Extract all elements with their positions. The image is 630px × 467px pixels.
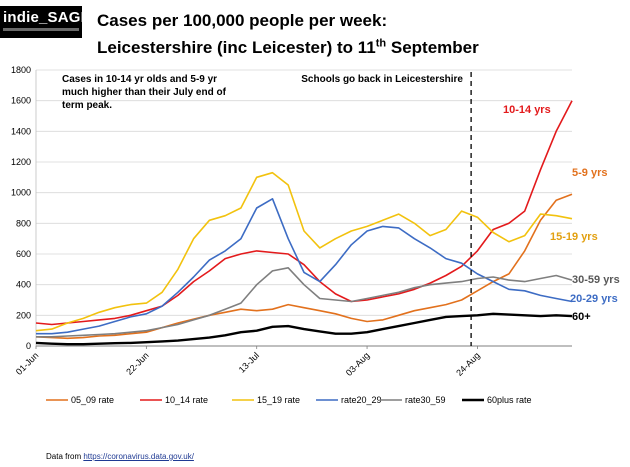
y-tick-label: 0 <box>26 341 31 351</box>
x-tick-label: 03-Aug <box>344 350 372 378</box>
left-annotation-line: Cases in 10-14 yr olds and 5-9 yr <box>62 74 217 85</box>
x-tick-label: 24-Aug <box>454 350 482 378</box>
legend-label: 05_09 rate <box>71 395 114 405</box>
legend-label: 15_19 rate <box>257 395 300 405</box>
logo-subline <box>3 28 79 31</box>
grid-lines <box>36 69 572 347</box>
x-axis: 01-Jun 22-Jun 13-Jul 03-Aug 24-Aug <box>14 345 572 378</box>
y-tick-label: 1200 <box>11 157 31 167</box>
title-line-2: Leicestershire (inc Leicester) to 11th S… <box>97 37 479 57</box>
source-footer: Data from https://coronavirus.data.gov.u… <box>46 452 194 461</box>
logo-text: indie_SAGE <box>3 9 91 26</box>
footer-prefix: Data from <box>46 452 84 461</box>
title-line-2-main: Leicestershire (inc Leicester) to 11 <box>97 37 376 57</box>
series-line-60plus-rate <box>35 312 573 346</box>
y-tick-label: 600 <box>16 249 31 259</box>
legend: 05_09 rate 10_14 rate 15_19 rate rate20_29 r… <box>46 395 532 405</box>
x-tick-label: 22-Jun <box>124 350 151 377</box>
legend-label: rate20_29 <box>341 395 382 405</box>
annotations: Cases in 10-14 yr olds and 5-9 yr much hi… <box>62 74 463 111</box>
series-line-rate20_29 <box>36 198 573 335</box>
y-tick-label: 1600 <box>11 96 31 106</box>
title-line-1: Cases per 100,000 people per week: <box>97 11 388 30</box>
series-end-label: 15-19 yrs <box>550 231 598 243</box>
series-end-label: 20-29 yrs <box>570 293 618 305</box>
series-end-label: 5-9 yrs <box>572 167 607 179</box>
left-annotation-line: term peak. <box>62 100 112 111</box>
chart-title: Cases per 100,000 people per week: Leice… <box>97 10 517 59</box>
series-end-labels: 10-14 yrs 5-9 yrs 15-19 yrs 30-59 yrs 20-29 … <box>503 104 620 323</box>
series-end-label: 60+ <box>572 311 591 323</box>
y-tick-label: 1000 <box>11 188 31 198</box>
y-tick-label: 400 <box>16 280 31 290</box>
schools-annotation: Schools go back in Leicestershire <box>301 74 463 85</box>
series-lines <box>35 100 573 346</box>
x-tick-label: 13-Jul <box>237 350 261 374</box>
y-tick-label: 800 <box>16 218 31 228</box>
y-axis: 0 200 400 600 800 1000 1200 1400 1600 1800 <box>11 65 37 351</box>
x-tick-label: 01-Jun <box>14 350 41 377</box>
indie-sage-logo: indie_SAGE <box>0 6 91 38</box>
legend-label: 60plus rate <box>487 395 532 405</box>
y-tick-label: 200 <box>16 310 31 320</box>
series-line-10_14-rate <box>35 100 573 326</box>
y-tick-label: 1400 <box>11 126 31 136</box>
y-tick-label: 1800 <box>11 65 31 75</box>
series-end-label: 10-14 yrs <box>503 104 551 116</box>
title-line-2-end: September <box>386 37 479 57</box>
legend-label: rate30_59 <box>405 395 446 405</box>
series-line-15_19-rate <box>35 171 573 332</box>
series-line-rate30_59 <box>36 267 573 338</box>
legend-label: 10_14 rate <box>165 395 208 405</box>
series-line-05_09-rate <box>35 193 573 340</box>
title-superscript: th <box>375 37 387 49</box>
left-annotation-line: much higher than their July end of <box>62 87 227 98</box>
source-link[interactable]: https://coronavirus.data.gov.uk/ <box>83 452 194 461</box>
series-end-label: 30-59 yrs <box>572 274 620 286</box>
